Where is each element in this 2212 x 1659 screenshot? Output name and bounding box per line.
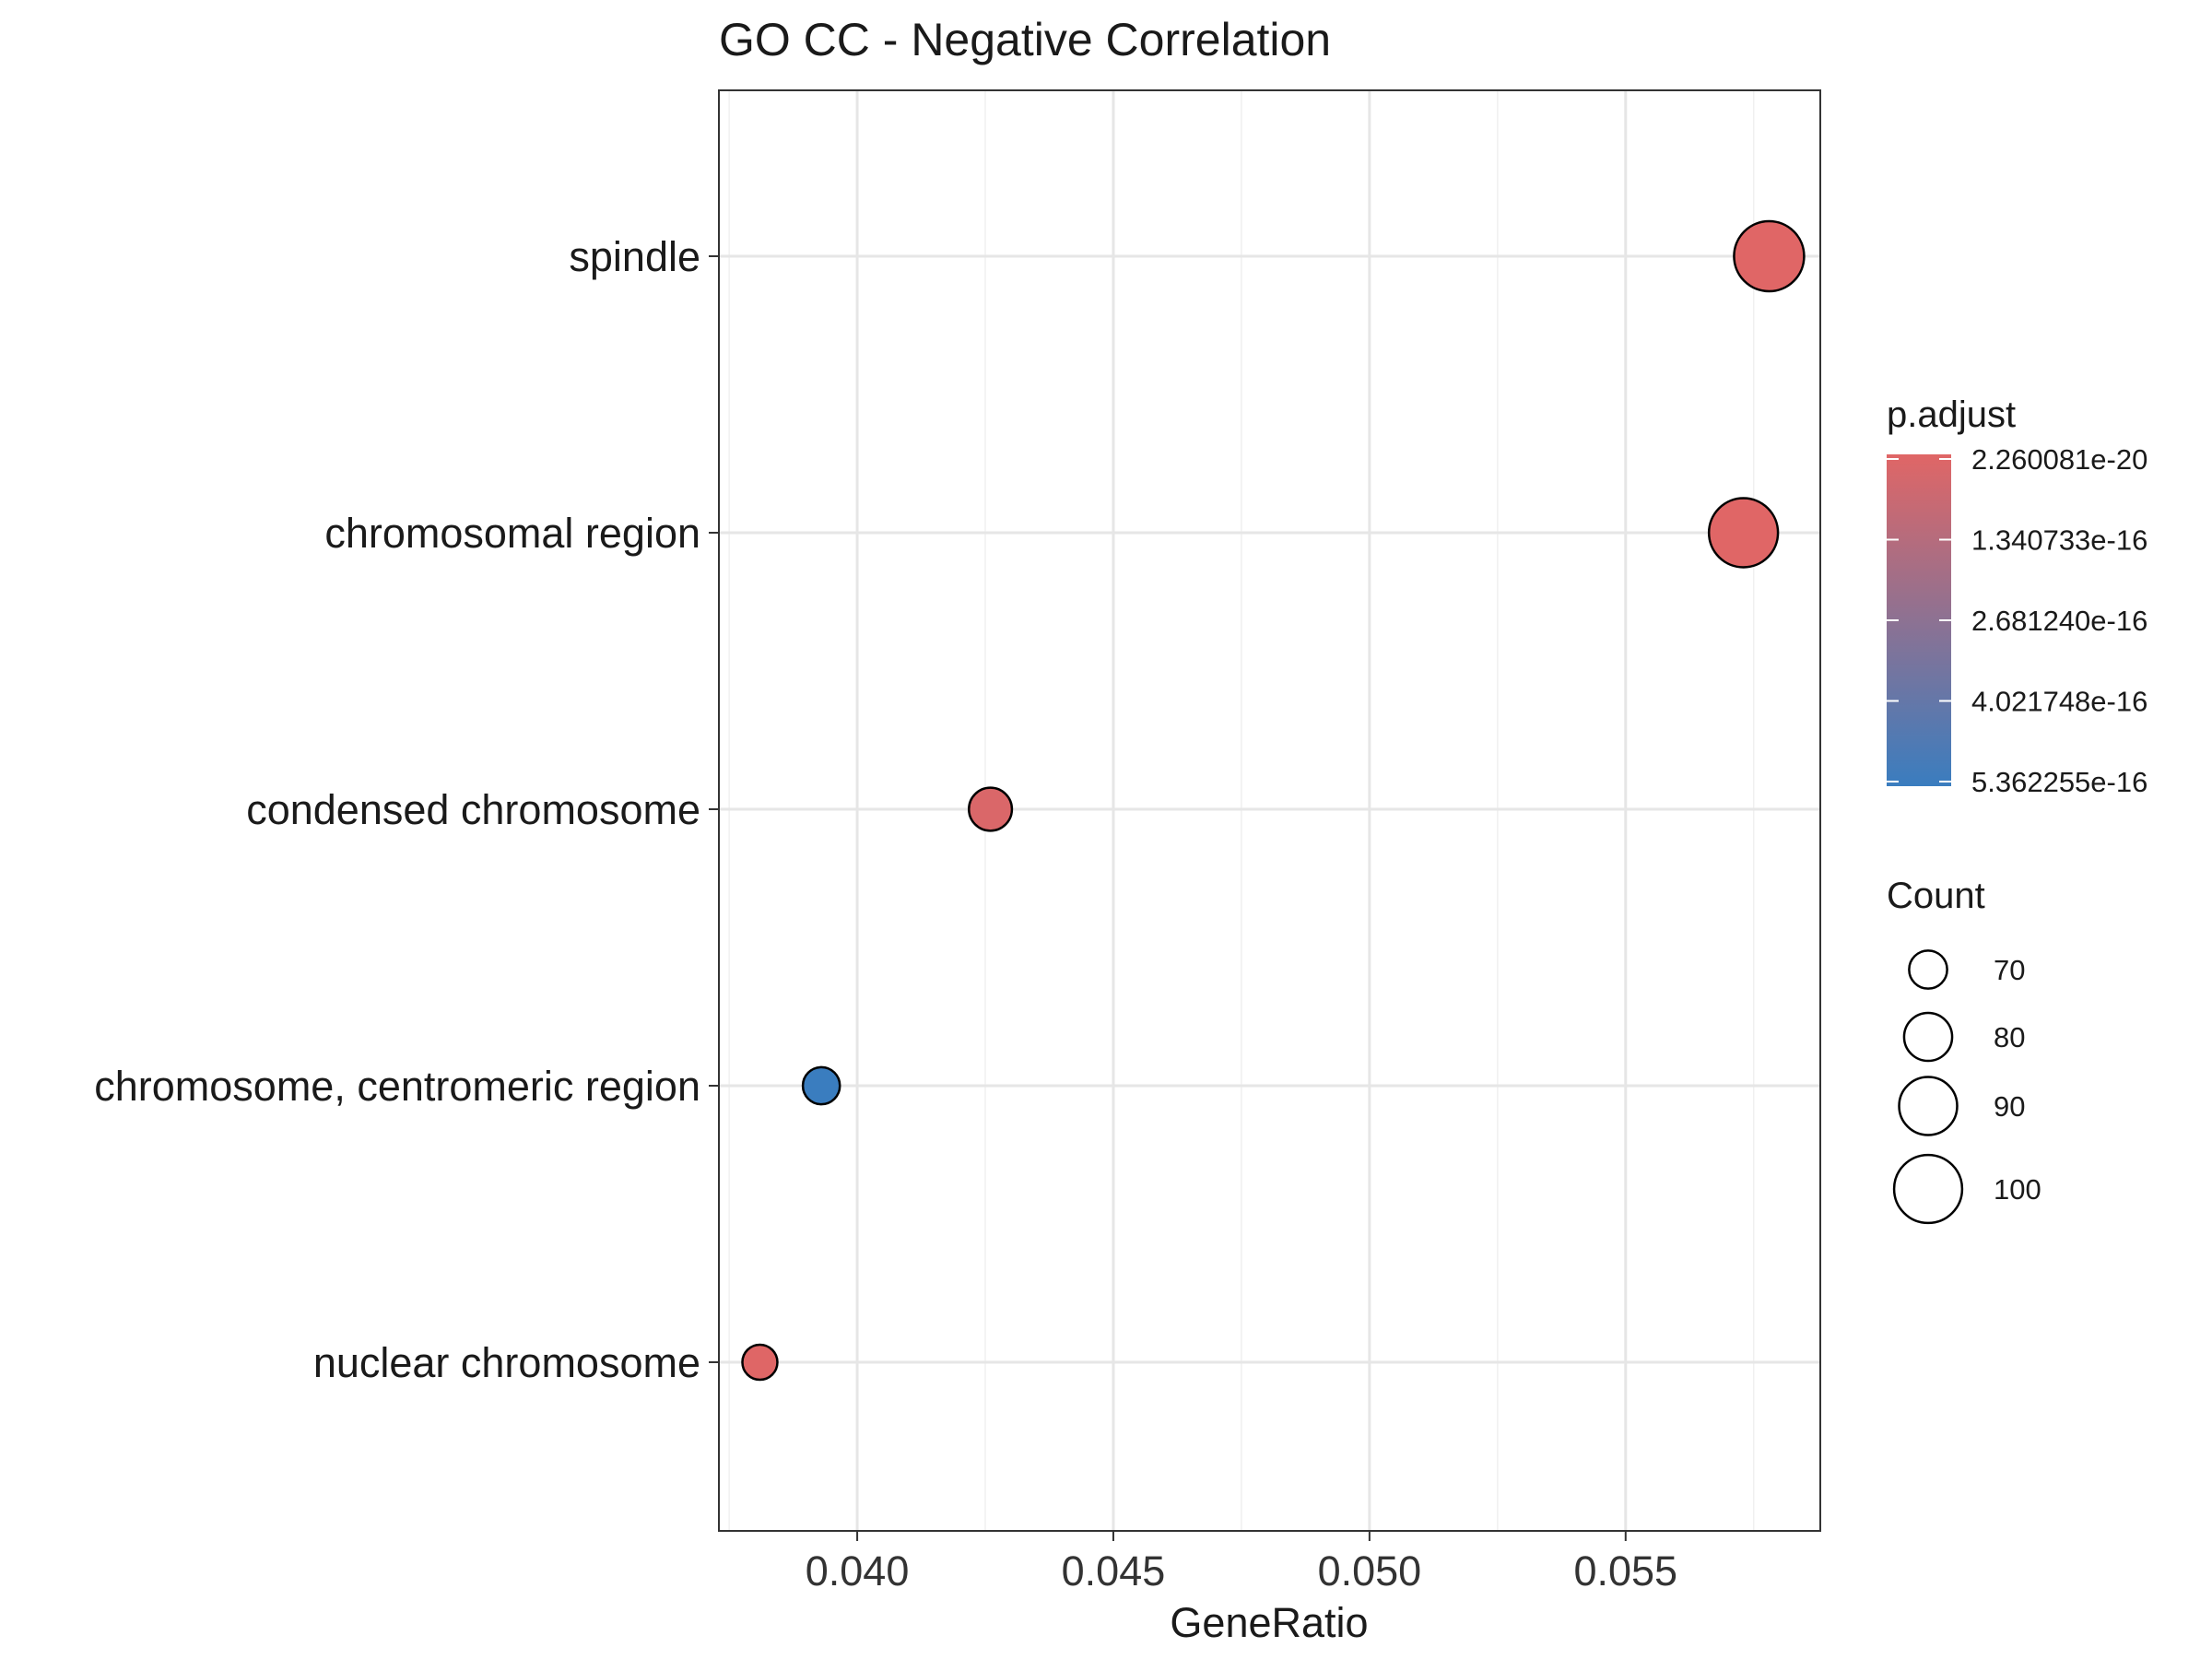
x-tick-label: 0.050	[1318, 1547, 1422, 1594]
size-legend-label: 70	[1994, 954, 2025, 986]
data-point	[1707, 497, 1780, 569]
x-tick-label: 0.045	[1062, 1547, 1166, 1594]
y-tick-label: nuclear chromosome	[313, 1339, 700, 1386]
data-points	[741, 219, 1806, 1382]
color-legend-label: 5.362255e-16	[1971, 766, 2147, 798]
y-tick-label: chromosomal region	[324, 510, 700, 557]
size-legend-label: 80	[1994, 1021, 2025, 1053]
size-legend-label: 100	[1994, 1173, 2041, 1206]
x-axis: 0.040 0.045 0.050 0.055	[806, 1531, 1677, 1594]
size-legend-title: Count	[1887, 876, 1985, 916]
size-legend-circle	[1892, 1153, 1964, 1225]
color-legend-title: p.adjust	[1887, 394, 2016, 435]
size-legend-circle	[1908, 949, 1948, 990]
color-legend-label: 4.021748e-16	[1971, 686, 2147, 718]
size-legend-circle	[1902, 1011, 1954, 1063]
y-tick-label: chromosome, centromeric region	[94, 1063, 700, 1110]
data-point	[801, 1065, 841, 1106]
plot-panel-border	[718, 89, 1821, 1532]
y-axis: spindle chromosomal region condensed chrom…	[94, 233, 719, 1386]
size-legend-circle	[1898, 1076, 1959, 1136]
size-legend: Count 70 80 90 100	[1887, 876, 2041, 1225]
chart-title: GO CC - Negative Correlation	[719, 14, 1331, 65]
y-tick-label: spindle	[569, 233, 700, 280]
data-point	[741, 1343, 779, 1382]
major-gridlines	[719, 90, 1820, 1531]
color-legend-label: 2.260081e-20	[1971, 443, 2147, 476]
size-legend-label: 90	[1994, 1090, 2025, 1123]
color-legend: p.adjust 2.260081e-20 1.340733e-16 2.68124…	[1887, 394, 2147, 798]
x-tick-label: 0.055	[1573, 1547, 1677, 1594]
x-tick-label: 0.040	[806, 1547, 910, 1594]
color-legend-label: 1.340733e-16	[1971, 524, 2147, 557]
x-axis-label: GeneRatio	[1170, 1599, 1368, 1646]
data-point	[967, 786, 1014, 832]
color-legend-label: 2.681240e-16	[1971, 605, 2147, 637]
y-tick-label: condensed chromosome	[246, 786, 700, 833]
data-point	[1733, 219, 1806, 293]
